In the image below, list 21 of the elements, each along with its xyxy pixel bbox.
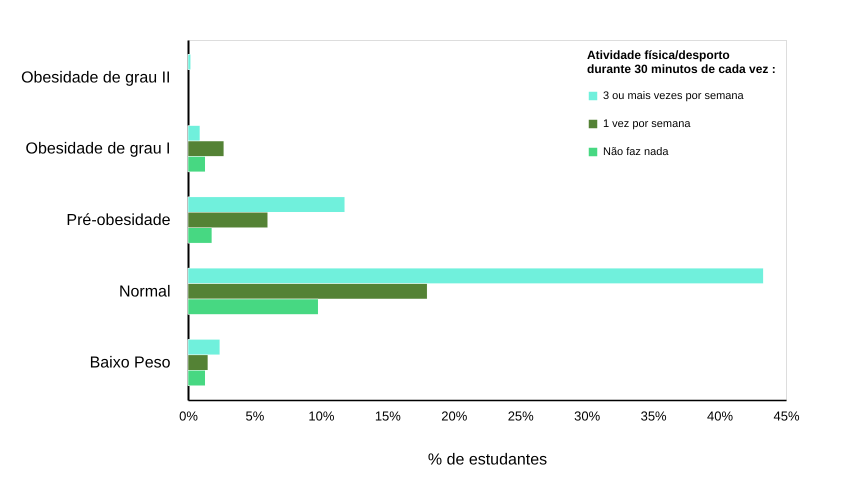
legend-title: Atividade física/desporto durante 30 minutos de cada vez :: [587, 48, 776, 76]
y-tick-label: Obesidade de grau II: [21, 69, 170, 86]
y-tick-label: Obesidade de grau I: [26, 140, 170, 158]
x-axis-title: % de estudantes: [428, 452, 548, 468]
x-tick-label: 0%: [179, 408, 198, 424]
y-tick-label: Normal: [118, 283, 170, 300]
y-tick-label: Baixo Peso: [90, 354, 171, 372]
x-tick-label: 35%: [640, 408, 668, 424]
x-tick-label: 5%: [246, 408, 265, 424]
x-tick-label: 15%: [374, 408, 402, 424]
x-tick-label: 10%: [308, 408, 335, 424]
bar: [188, 54, 191, 70]
x-tick-label: 30%: [574, 408, 601, 424]
x-tick-label: 45%: [773, 408, 800, 424]
legend-label: 1 vez por semana: [603, 118, 692, 130]
x-tick-label: 20%: [441, 408, 468, 424]
legend-label: Não faz nada: [603, 146, 670, 158]
x-tick-label: 40%: [707, 408, 734, 424]
x-tick-label: 25%: [508, 408, 534, 424]
legend-label: 3 ou mais vezes por semana: [603, 90, 745, 102]
y-tick-label: Pré-obesidade: [66, 212, 171, 229]
